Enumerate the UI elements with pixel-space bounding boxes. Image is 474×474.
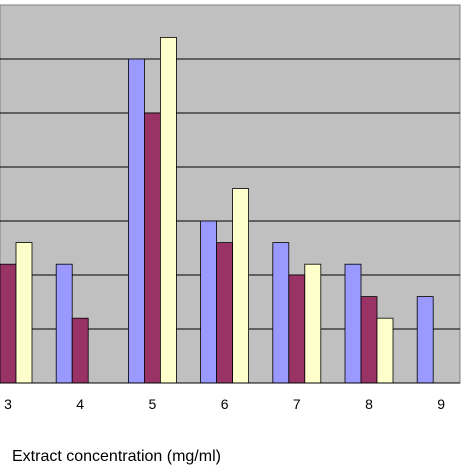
bar-6-s2 — [216, 242, 234, 384]
x-tick-label: 3 — [4, 396, 12, 412]
x-tick-label: 9 — [437, 396, 445, 412]
bar-7-s2 — [288, 274, 306, 384]
x-tick-labels: 3 4 5 6 7 8 9 — [4, 396, 445, 412]
bar-8-s2 — [360, 296, 378, 384]
bar-8-s1 — [344, 263, 362, 384]
bar-3-s2 — [0, 263, 17, 384]
x-tick-label: 7 — [293, 396, 301, 412]
bar-7-s3 — [304, 263, 322, 384]
bar-6-s1 — [200, 220, 218, 384]
bar-4-s1 — [55, 263, 73, 384]
bar-4-s2 — [71, 317, 89, 384]
bar-5-s2 — [143, 112, 161, 384]
bar-7-s1 — [272, 242, 290, 384]
bar-8-s3 — [376, 317, 394, 384]
x-tick-label: 6 — [221, 396, 229, 412]
bar-5-s3 — [159, 37, 177, 384]
bar-5-s1 — [127, 58, 145, 384]
bars — [0, 37, 460, 384]
x-tick-label: 5 — [149, 396, 157, 412]
bar-6-s3 — [232, 188, 250, 384]
x-tick-label: 8 — [365, 396, 373, 412]
x-tick-label: 4 — [76, 396, 84, 412]
bar-3-s3 — [15, 242, 33, 384]
bar-9-s1 — [416, 296, 434, 384]
x-axis-title: Extract concentration (mg/ml) — [12, 448, 221, 465]
